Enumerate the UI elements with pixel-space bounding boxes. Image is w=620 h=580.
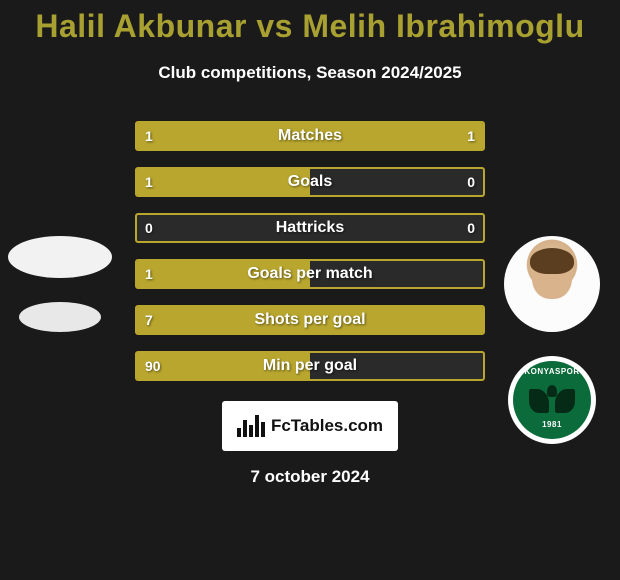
stat-label: Min per goal [137, 353, 483, 379]
stat-row: Hattricks0 0 [135, 213, 485, 243]
fctables-badge: FcTables.com [222, 401, 398, 451]
club-right-logo-inner: KONYASPOR 1981 [513, 361, 591, 439]
stat-value-left: 1 [137, 169, 161, 195]
right-player-stack: KONYASPOR 1981 [504, 236, 600, 444]
player-right-photo [504, 236, 600, 332]
stat-value-left: 1 [137, 123, 161, 149]
eagle-icon [529, 385, 575, 415]
stat-value-left: 1 [137, 261, 161, 287]
stat-row: Min per goal90 [135, 351, 485, 381]
fctables-label: FcTables.com [271, 416, 383, 436]
stat-value-right [467, 261, 483, 287]
stat-rows: Matches11Goals10Hattricks00Goals per mat… [135, 121, 485, 381]
stat-label: Shots per goal [137, 307, 483, 333]
stat-value-left: 0 [137, 215, 161, 241]
left-player-stack [8, 236, 112, 332]
stat-label: Matches [137, 123, 483, 149]
stat-value-right: 0 [459, 215, 483, 241]
stat-row: Matches1 1 [135, 121, 485, 151]
stat-label: Hattricks [137, 215, 483, 241]
page-title: Halil Akbunar vs Melih Ibrahimoglu [0, 0, 620, 45]
stat-value-right [467, 307, 483, 333]
stat-row: Goals1 0 [135, 167, 485, 197]
stat-value-right [467, 353, 483, 379]
bar-chart-icon [237, 415, 265, 437]
comparison-container: KONYASPOR 1981 Matches11Goals10Hattricks… [0, 121, 620, 381]
player-left-photo-placeholder [8, 236, 112, 278]
date-text: 7 october 2024 [0, 467, 620, 487]
stat-value-right: 0 [459, 169, 483, 195]
subtitle: Club competitions, Season 2024/2025 [0, 63, 620, 83]
club-right-name: KONYASPOR [524, 367, 579, 376]
club-left-logo-placeholder [19, 302, 101, 332]
stat-label: Goals [137, 169, 483, 195]
stat-value-left: 7 [137, 307, 161, 333]
stat-row: Shots per goal7 [135, 305, 485, 335]
stat-label: Goals per match [137, 261, 483, 287]
stat-value-left: 90 [137, 353, 169, 379]
club-right-year: 1981 [542, 420, 562, 429]
club-right-logo: KONYASPOR 1981 [508, 356, 596, 444]
stat-value-right: 1 [459, 123, 483, 149]
stat-row: Goals per match1 [135, 259, 485, 289]
